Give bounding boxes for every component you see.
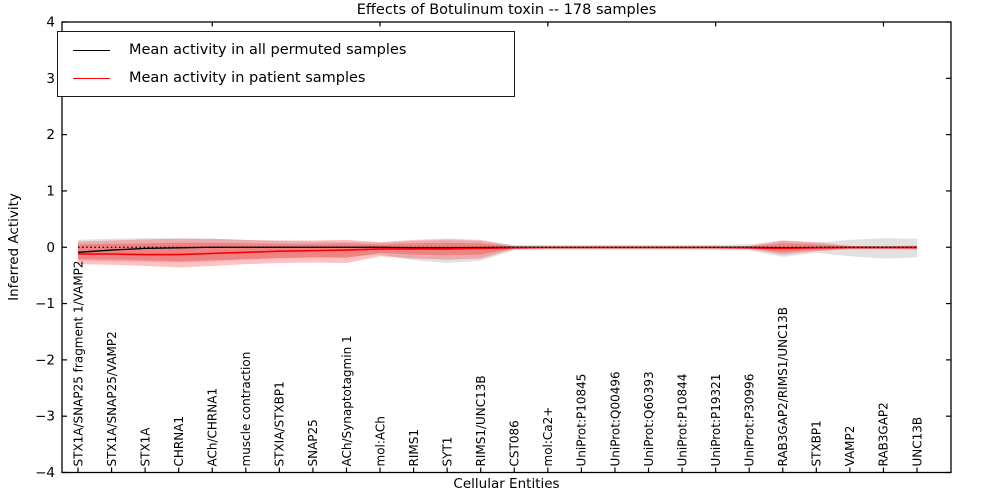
x-tick-label: SYT1 [440,437,454,467]
patient-mean-line [78,246,917,256]
y-tick-label: −1 [35,296,55,312]
x-tick-label: SNAP25 [306,419,320,466]
x-tick-label: STX1A/SNAP25 fragment 1/VAMP2 [71,260,85,466]
legend-line-sample [73,77,110,79]
y-tick-label: −3 [35,409,55,425]
x-axis-label: Cellular Entities [453,476,560,492]
y-tick-label: 1 [46,183,55,199]
y-tick-label: 0 [46,240,55,256]
x-tick-label: muscle contraction [239,352,253,467]
x-tick-label: STXIA/STXBP1 [273,381,287,466]
x-tick-label: UniProt:Q00496 [608,371,622,466]
x-tick-label: STX1A/SNAP25/VAMP2 [105,331,119,466]
x-tick-label: STXBP1 [810,420,824,466]
x-tick-label: CHRNA1 [172,416,186,467]
x-tick-label: UNC13B [910,417,924,467]
legend-item: Mean activity in all permuted samples [58,36,514,64]
legend-item: Mean activity in patient samples [58,64,514,92]
patient-samples-range-outer-band [78,238,917,268]
legend: Mean activity in all permuted samples Mea… [57,31,515,97]
x-tick-label: STX1A [138,427,152,467]
legend-label: Mean activity in all permuted samples [129,42,407,58]
legend-line-sample [73,49,110,51]
x-tick-label: UniProt:P10845 [575,374,589,467]
y-tick-label: −2 [35,352,55,368]
legend-label: Mean activity in patient samples [129,70,366,86]
x-tick-label: mol:ACh [373,416,387,466]
y-tick-label: 4 [46,15,55,31]
x-tick-label: VAMP2 [843,426,857,467]
permuted-samples-range-band [78,238,917,264]
x-tick-label: RAB3GAP2/RIMS1/UNC13B [776,307,790,467]
x-tick-label: ACh/Synaptotagmin 1 [340,335,354,466]
x-tick-label: mol:Ca2+ [541,407,555,467]
x-tick-label: RIMS1/UNC13B [474,375,488,466]
y-tick-label: −4 [35,465,55,481]
x-tick-label: RAB3GAP2 [877,402,891,466]
x-tick-label: UniProt:P10844 [675,374,689,467]
x-tick-label: ACh/CHRNA1 [206,388,220,467]
y-tick-label: 2 [46,127,55,143]
x-tick-label: UniProt:P30996 [743,374,757,467]
x-tick-label: UniProt:Q60393 [642,371,656,466]
x-tick-label: RIMS1 [407,429,421,466]
x-tick-label: CST086 [508,420,522,466]
x-tick-label: UniProt:P19321 [709,374,723,467]
chart-title: Effects of Botulinum toxin -- 178 sample… [356,2,657,18]
y-tick-label: 3 [46,71,55,87]
